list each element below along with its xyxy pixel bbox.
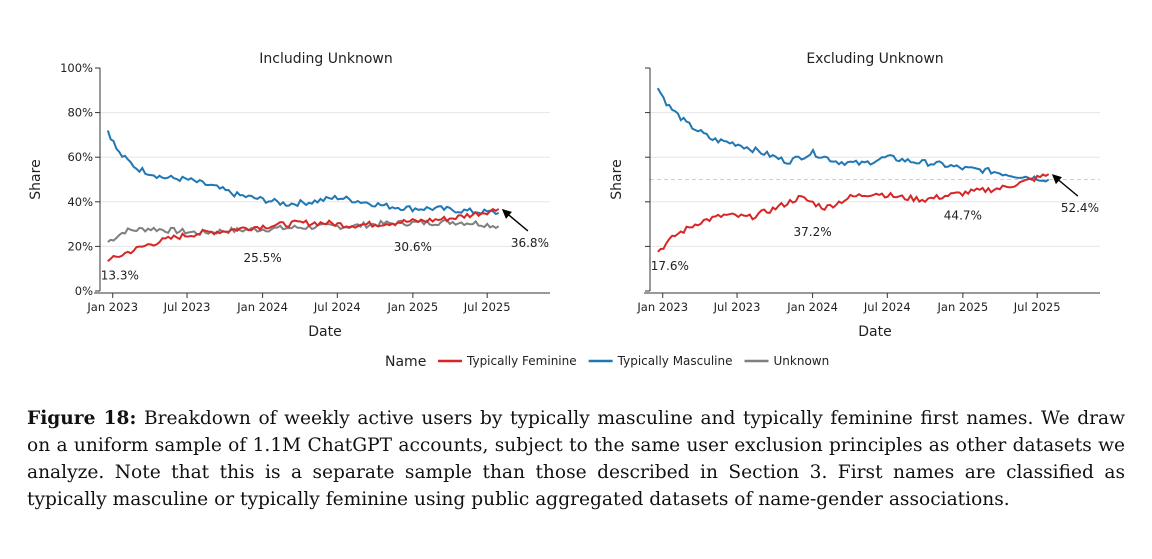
annotation-label: 37.2%	[794, 225, 832, 239]
x-tick-label: Jul 2023	[713, 300, 761, 314]
annotation-label: 17.6%	[651, 259, 689, 273]
y-tick-label: 40%	[67, 195, 93, 209]
x-tick-label: Jan 2024	[786, 300, 838, 314]
x-axis-label: Date	[308, 324, 341, 340]
x-axis-label: Date	[858, 324, 891, 340]
annotation-arrowhead	[501, 208, 512, 219]
y-tick-label: 60%	[67, 150, 93, 164]
x-tick-label: Jan 2023	[86, 300, 138, 314]
annotation-label: 13.3%	[101, 268, 139, 282]
annotation-label: 52.4%	[1061, 201, 1099, 215]
caption-text: Breakdown of weekly active users by typi…	[27, 408, 1125, 510]
series-line-typically-masculine	[656, 87, 1050, 183]
y-axis-label: Share	[28, 159, 44, 199]
x-tick-label: Jul 2023	[163, 300, 211, 314]
x-tick-label: Jan 2024	[236, 300, 288, 314]
x-tick-label: Jul 2024	[313, 300, 361, 314]
chart-title: Excluding Unknown	[806, 51, 943, 67]
legend-title: Name	[385, 354, 426, 370]
y-axis-label: Share	[609, 159, 625, 199]
annotation-label: 44.7%	[944, 208, 982, 222]
x-tick-label: Jul 2025	[463, 300, 511, 314]
annotation-label: 36.8%	[511, 236, 549, 250]
y-tick-label: 80%	[67, 106, 93, 120]
figure-svg: Including Unknown 0% 20% 40% 60% 80% 100% Share…	[28, 51, 1100, 370]
series-line-typically-feminine	[657, 173, 1050, 253]
chart-title: Including Unknown	[259, 51, 392, 67]
y-tick-label: 0%	[75, 284, 93, 298]
legend-label: Unknown	[774, 354, 830, 368]
x-tick-label: Jul 2025	[1013, 300, 1061, 314]
figure-caption: Figure 18: Breakdown of weekly active us…	[27, 405, 1125, 513]
x-tick-label: Jan 2025	[937, 300, 989, 314]
series-line-typically-masculine	[106, 130, 500, 216]
annotation-label: 30.6%	[394, 240, 432, 254]
annotation-arrowhead	[1051, 174, 1062, 185]
legend-label: Typically Masculine	[617, 354, 733, 368]
caption-label: Figure 18:	[27, 408, 137, 429]
x-tick-label: Jan 2025	[387, 300, 439, 314]
x-tick-label: Jul 2024	[863, 300, 911, 314]
y-tick-label: 20%	[67, 239, 93, 253]
annotation-label: 25.5%	[244, 251, 282, 265]
legend-label: Typically Feminine	[466, 354, 577, 368]
figure-panel: Including Unknown 0% 20% 40% 60% 80% 100% Share…	[28, 51, 1100, 370]
y-tick-label: 100%	[60, 61, 93, 75]
series-line-unknown	[107, 218, 500, 243]
x-tick-label: Jan 2023	[636, 300, 688, 314]
series-line-typically-feminine	[107, 207, 500, 263]
